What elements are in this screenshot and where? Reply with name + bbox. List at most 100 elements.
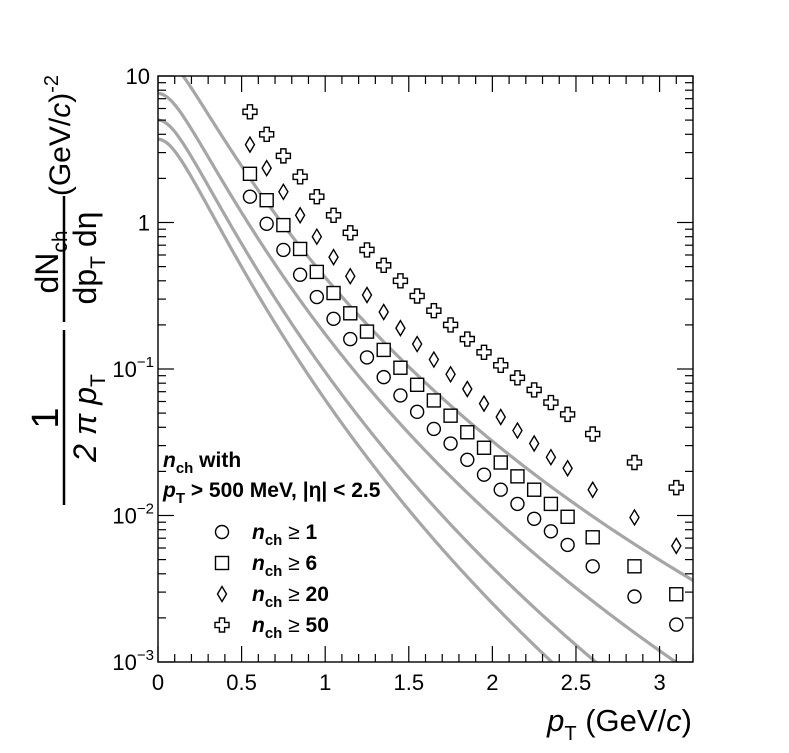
y-tick-label: 10−2 [112,501,154,529]
data-point-series-3 [261,159,272,177]
data-point-series-4 [493,357,509,373]
legend: nch with pT > 500 MeV, |η| < 2.5 nch ≥ 1… [162,449,381,642]
data-point-series-3 [587,480,599,499]
legend-entry-nch-20: nch ≥ 20 [252,583,329,611]
data-point-series-1 [309,289,325,305]
y-title-dpt-deta: dpT dη [67,212,110,305]
data-point-series-4 [509,370,526,386]
data-point-series-2 [543,496,559,512]
x-tick-label: 1 [319,670,331,695]
data-point-series-3 [670,537,682,555]
x-tick-label: 1.5 [393,670,424,695]
y-tick-label: 10−1 [112,354,154,382]
data-point-series-2 [309,264,325,280]
x-tick-label: 2.5 [561,670,592,695]
data-point-series-3 [361,286,373,304]
data-point-series-1 [585,559,600,574]
data-point-series-4 [459,331,475,347]
data-point-series-3 [495,408,507,426]
data-markers [242,104,684,632]
data-point-series-4 [668,479,684,496]
data-point-series-2 [460,425,475,440]
legend-symbol-square [214,555,230,571]
data-point-series-4 [275,148,292,164]
y-axis-title: 1 2 π pT dNch dpT dη (GeV/c)-2 [25,75,110,505]
data-point-series-2 [627,559,642,574]
data-point-series-2 [669,587,684,602]
y-tick-base: 10 [112,357,136,382]
y-title-dnch: dNch [29,230,72,293]
data-point-series-1 [259,216,274,231]
data-point-series-3 [428,350,440,369]
y-tick-exponent: −2 [137,501,154,518]
data-point-series-3 [461,380,473,398]
data-point-series-1 [443,436,458,451]
fit-curve-2 [158,118,599,662]
data-point-series-1 [276,242,291,258]
data-point-series-4 [392,273,409,289]
legend-symbol-diamond [216,585,228,603]
data-point-series-4 [342,225,358,241]
legend-symbol-circle [214,524,230,540]
data-point-series-4 [584,426,601,442]
plot-frame [157,75,694,663]
y-tick-base: 10 [112,504,136,529]
data-point-series-4 [543,394,559,411]
data-point-series-3 [278,182,289,201]
data-point-series-4 [242,104,258,120]
legend-header-line1: nch with [163,449,241,477]
data-point-series-4 [409,288,425,304]
data-point-series-2 [343,306,358,321]
x-tick-label: 0.5 [226,670,257,695]
fit-curve-1 [158,137,555,662]
y-tick-label: 10−3 [112,647,154,675]
data-point-series-4 [325,207,342,223]
data-point-series-4 [376,257,392,274]
data-point-series-3 [294,206,306,225]
data-point-series-3 [629,508,640,527]
legend-entry-nch-6: nch ≥ 6 [252,552,317,580]
data-point-series-3 [344,267,356,286]
x-tick-label: 2 [486,670,498,695]
data-point-series-2 [443,408,458,423]
data-point-series-1 [242,189,258,204]
data-point-series-1 [460,452,475,467]
data-point-series-3 [244,135,256,154]
data-point-series-4 [626,454,643,471]
y-tick-label: 1 [138,211,150,236]
data-point-series-1 [543,524,559,539]
legend-entry-nch-50: nch ≥ 50 [252,614,329,642]
legend-entry-nch-1: nch ≥ 1 [252,521,318,549]
data-point-series-1 [526,511,542,526]
legend-header-line2: pT > 500 MeV, |η| < 2.5 [162,479,381,507]
y-tick-exponent: −3 [137,647,154,664]
data-point-series-2 [393,360,408,375]
data-point-series-3 [311,227,323,246]
data-point-series-1 [376,369,391,385]
y-title-denominator: 2 π pT [67,374,110,463]
data-point-series-3 [445,365,456,384]
y-tick-base: 10 [112,650,136,675]
data-point-series-1 [560,537,575,553]
data-point-series-4 [292,169,308,185]
legend-symbol-cross [214,617,230,633]
data-point-series-1 [627,589,642,604]
data-point-series-2 [585,530,600,545]
data-point-series-2 [359,324,375,339]
data-point-series-4 [442,317,459,333]
data-point-series-4 [526,382,542,398]
data-point-series-1 [393,388,408,403]
x-tick-labels: 0 0.5 1 1.5 2 2.5 3 [152,670,666,695]
data-point-series-3 [411,335,423,353]
data-point-series-2 [560,509,575,524]
data-point-series-1 [493,482,508,497]
y-title-unit: (GeV/c)-2 [41,75,77,196]
data-point-series-1 [343,331,358,347]
data-point-series-4 [309,189,325,205]
y-tick-label: 10 [126,64,150,89]
data-point-series-3 [562,459,573,478]
data-point-series-2 [242,166,258,181]
